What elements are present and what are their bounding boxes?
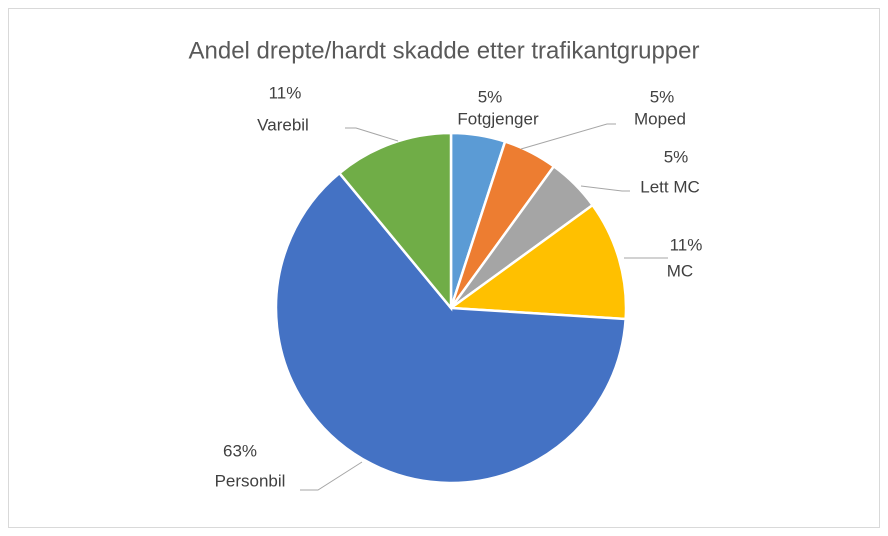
data-label: 5% xyxy=(478,87,503,106)
data-label: 63% xyxy=(223,441,257,460)
leader-line xyxy=(580,185,630,192)
chart-title: Andel drepte/hardt skadde etter trafikan… xyxy=(189,37,700,64)
category-label: Fotgjenger xyxy=(457,109,539,128)
category-label: Moped xyxy=(634,109,686,128)
leader-line xyxy=(520,123,616,150)
category-label: Lett MC xyxy=(640,177,700,196)
category-label: MC xyxy=(667,261,693,280)
pie-slice xyxy=(274,171,627,485)
leader-line xyxy=(345,127,399,142)
data-label: 5% xyxy=(664,147,689,166)
category-label: Personbil xyxy=(215,471,286,490)
pie-slice xyxy=(337,131,453,312)
pie-slice xyxy=(447,203,628,321)
category-label: Varebil xyxy=(257,115,309,134)
data-label: 5% xyxy=(650,87,675,106)
data-label: 11% xyxy=(269,83,302,102)
leader-line xyxy=(300,461,363,491)
data-label: 11% xyxy=(670,235,703,254)
